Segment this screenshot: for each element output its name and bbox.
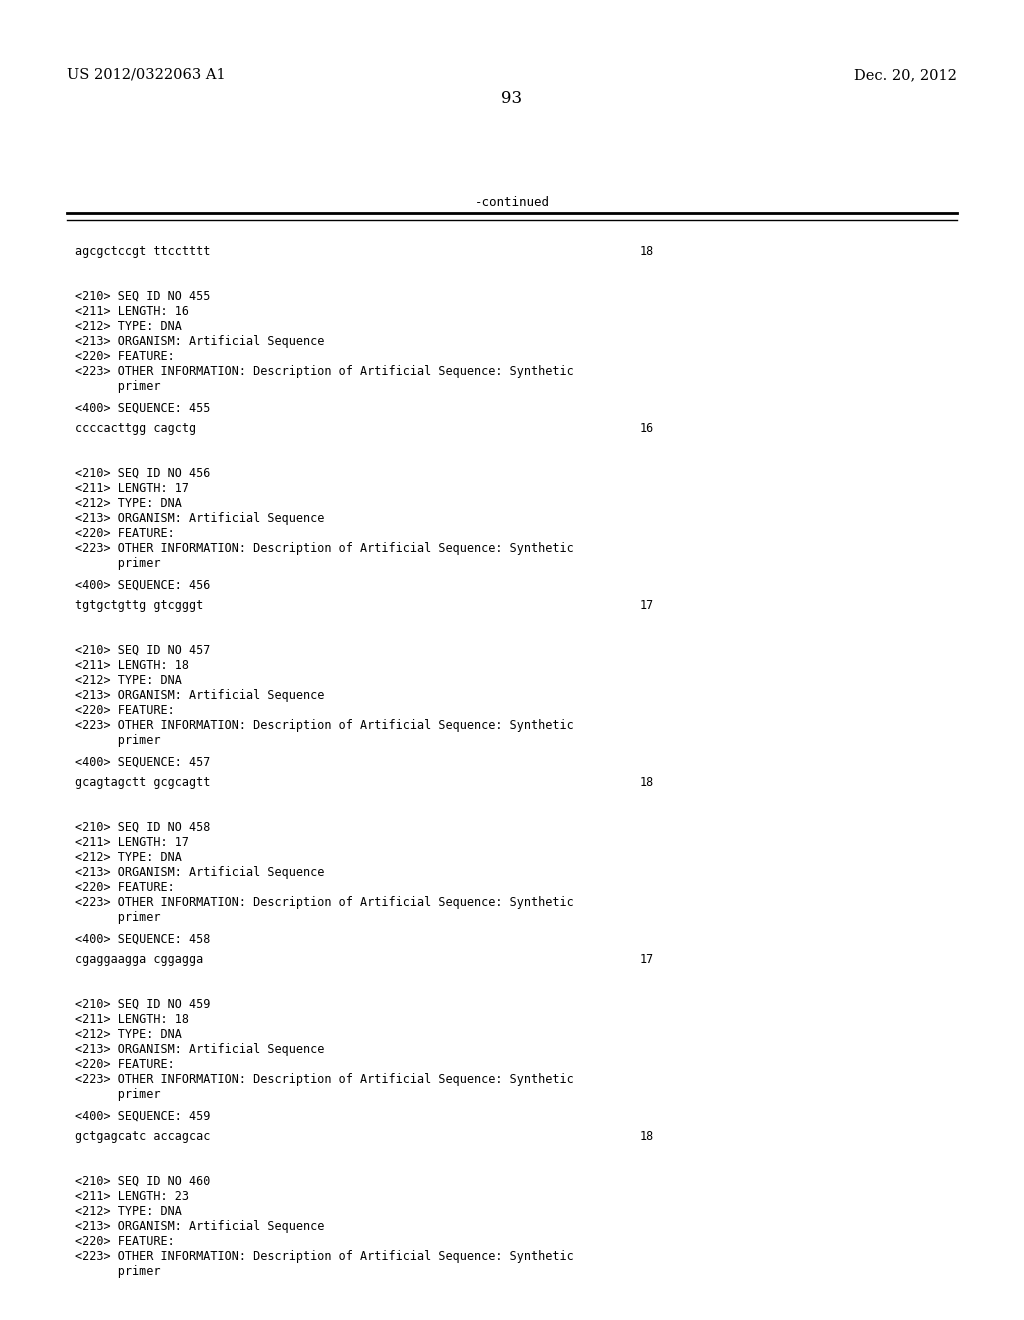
Text: <211> LENGTH: 18: <211> LENGTH: 18 bbox=[75, 1012, 189, 1026]
Text: <213> ORGANISM: Artificial Sequence: <213> ORGANISM: Artificial Sequence bbox=[75, 866, 325, 879]
Text: <400> SEQUENCE: 456: <400> SEQUENCE: 456 bbox=[75, 579, 210, 591]
Text: 93: 93 bbox=[502, 90, 522, 107]
Text: <210> SEQ ID NO 460: <210> SEQ ID NO 460 bbox=[75, 1175, 210, 1188]
Text: <220> FEATURE:: <220> FEATURE: bbox=[75, 704, 175, 717]
Text: <400> SEQUENCE: 457: <400> SEQUENCE: 457 bbox=[75, 756, 210, 770]
Text: <213> ORGANISM: Artificial Sequence: <213> ORGANISM: Artificial Sequence bbox=[75, 689, 325, 702]
Text: <213> ORGANISM: Artificial Sequence: <213> ORGANISM: Artificial Sequence bbox=[75, 512, 325, 525]
Text: <211> LENGTH: 18: <211> LENGTH: 18 bbox=[75, 659, 189, 672]
Text: <220> FEATURE:: <220> FEATURE: bbox=[75, 880, 175, 894]
Text: <223> OTHER INFORMATION: Description of Artificial Sequence: Synthetic: <223> OTHER INFORMATION: Description of … bbox=[75, 543, 573, 554]
Text: <211> LENGTH: 16: <211> LENGTH: 16 bbox=[75, 305, 189, 318]
Text: <210> SEQ ID NO 455: <210> SEQ ID NO 455 bbox=[75, 290, 210, 304]
Text: <210> SEQ ID NO 459: <210> SEQ ID NO 459 bbox=[75, 998, 210, 1011]
Text: <400> SEQUENCE: 459: <400> SEQUENCE: 459 bbox=[75, 1110, 210, 1123]
Text: <211> LENGTH: 17: <211> LENGTH: 17 bbox=[75, 836, 189, 849]
Text: <223> OTHER INFORMATION: Description of Artificial Sequence: Synthetic: <223> OTHER INFORMATION: Description of … bbox=[75, 366, 573, 378]
Text: 16: 16 bbox=[640, 422, 654, 436]
Text: <210> SEQ ID NO 456: <210> SEQ ID NO 456 bbox=[75, 467, 210, 480]
Text: Dec. 20, 2012: Dec. 20, 2012 bbox=[854, 69, 957, 82]
Text: <212> TYPE: DNA: <212> TYPE: DNA bbox=[75, 319, 182, 333]
Text: <212> TYPE: DNA: <212> TYPE: DNA bbox=[75, 675, 182, 686]
Text: primer: primer bbox=[75, 911, 161, 924]
Text: 17: 17 bbox=[640, 953, 654, 966]
Text: <213> ORGANISM: Artificial Sequence: <213> ORGANISM: Artificial Sequence bbox=[75, 1043, 325, 1056]
Text: <210> SEQ ID NO 458: <210> SEQ ID NO 458 bbox=[75, 821, 210, 834]
Text: agcgctccgt ttcctttt: agcgctccgt ttcctttt bbox=[75, 246, 210, 257]
Text: US 2012/0322063 A1: US 2012/0322063 A1 bbox=[67, 69, 225, 82]
Text: <211> LENGTH: 23: <211> LENGTH: 23 bbox=[75, 1191, 189, 1203]
Text: -continued: -continued bbox=[474, 195, 550, 209]
Text: <223> OTHER INFORMATION: Description of Artificial Sequence: Synthetic: <223> OTHER INFORMATION: Description of … bbox=[75, 1073, 573, 1086]
Text: <213> ORGANISM: Artificial Sequence: <213> ORGANISM: Artificial Sequence bbox=[75, 335, 325, 348]
Text: <212> TYPE: DNA: <212> TYPE: DNA bbox=[75, 498, 182, 510]
Text: primer: primer bbox=[75, 1265, 161, 1278]
Text: <223> OTHER INFORMATION: Description of Artificial Sequence: Synthetic: <223> OTHER INFORMATION: Description of … bbox=[75, 896, 573, 909]
Text: <400> SEQUENCE: 455: <400> SEQUENCE: 455 bbox=[75, 403, 210, 414]
Text: <212> TYPE: DNA: <212> TYPE: DNA bbox=[75, 1028, 182, 1041]
Text: <220> FEATURE:: <220> FEATURE: bbox=[75, 1236, 175, 1247]
Text: <220> FEATURE:: <220> FEATURE: bbox=[75, 350, 175, 363]
Text: <400> SEQUENCE: 458: <400> SEQUENCE: 458 bbox=[75, 933, 210, 946]
Text: primer: primer bbox=[75, 734, 161, 747]
Text: primer: primer bbox=[75, 557, 161, 570]
Text: <220> FEATURE:: <220> FEATURE: bbox=[75, 527, 175, 540]
Text: ccccacttgg cagctg: ccccacttgg cagctg bbox=[75, 422, 197, 436]
Text: <220> FEATURE:: <220> FEATURE: bbox=[75, 1059, 175, 1071]
Text: 18: 18 bbox=[640, 1130, 654, 1143]
Text: 18: 18 bbox=[640, 776, 654, 789]
Text: <210> SEQ ID NO 457: <210> SEQ ID NO 457 bbox=[75, 644, 210, 657]
Text: tgtgctgttg gtcgggt: tgtgctgttg gtcgggt bbox=[75, 599, 203, 612]
Text: <223> OTHER INFORMATION: Description of Artificial Sequence: Synthetic: <223> OTHER INFORMATION: Description of … bbox=[75, 719, 573, 733]
Text: 18: 18 bbox=[640, 246, 654, 257]
Text: 17: 17 bbox=[640, 599, 654, 612]
Text: <212> TYPE: DNA: <212> TYPE: DNA bbox=[75, 1205, 182, 1218]
Text: primer: primer bbox=[75, 380, 161, 393]
Text: <223> OTHER INFORMATION: Description of Artificial Sequence: Synthetic: <223> OTHER INFORMATION: Description of … bbox=[75, 1250, 573, 1263]
Text: gcagtagctt gcgcagtt: gcagtagctt gcgcagtt bbox=[75, 776, 210, 789]
Text: primer: primer bbox=[75, 1088, 161, 1101]
Text: gctgagcatc accagcac: gctgagcatc accagcac bbox=[75, 1130, 210, 1143]
Text: cgaggaagga cggagga: cgaggaagga cggagga bbox=[75, 953, 203, 966]
Text: <212> TYPE: DNA: <212> TYPE: DNA bbox=[75, 851, 182, 865]
Text: <211> LENGTH: 17: <211> LENGTH: 17 bbox=[75, 482, 189, 495]
Text: <213> ORGANISM: Artificial Sequence: <213> ORGANISM: Artificial Sequence bbox=[75, 1220, 325, 1233]
